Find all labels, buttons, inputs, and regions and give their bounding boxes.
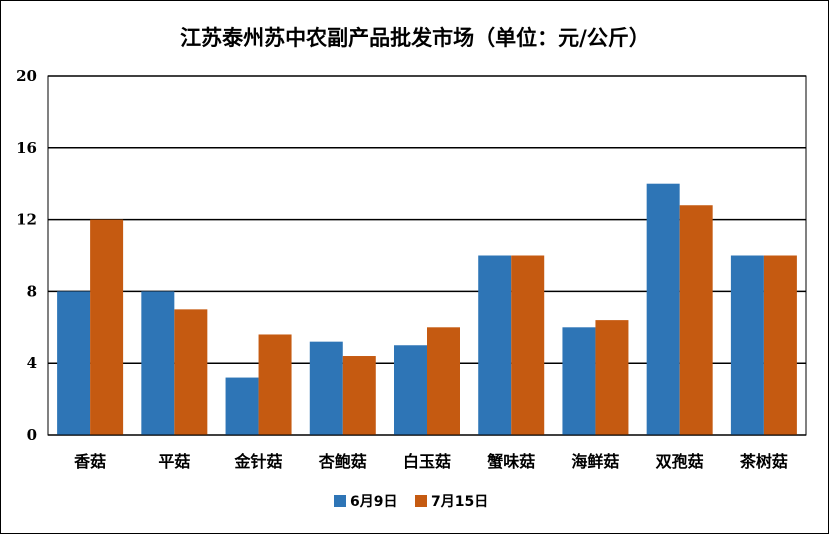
plot-area xyxy=(47,75,807,436)
bar-2 xyxy=(342,356,376,435)
bar-1 xyxy=(141,291,175,435)
y-tick-label: 8 xyxy=(27,282,37,300)
y-axis-ticks: 0 4 8 12 16 20 xyxy=(16,67,37,444)
legend: 6月9日 7月15日 xyxy=(334,494,488,510)
bar-1 xyxy=(309,341,343,435)
bar-1 xyxy=(225,377,259,435)
bar-2 xyxy=(427,327,460,435)
legend-swatch xyxy=(415,495,427,507)
bar-1 xyxy=(394,345,427,435)
legend-label: 7月15日 xyxy=(431,494,488,510)
x-category-label: 蟹味菇 xyxy=(486,452,535,471)
y-tick-label: 12 xyxy=(16,211,37,229)
bar-2 xyxy=(679,205,713,435)
x-category-label: 茶树菇 xyxy=(739,452,788,471)
x-category-label: 海鲜菇 xyxy=(571,452,619,471)
bar-1 xyxy=(730,255,764,435)
bar-2 xyxy=(90,219,124,435)
bar-1 xyxy=(562,327,596,435)
bar-2 xyxy=(511,255,545,435)
bar-1 xyxy=(57,291,91,435)
bar-1 xyxy=(478,255,512,435)
x-category-label: 白玉菇 xyxy=(403,452,451,471)
y-tick-label: 4 xyxy=(27,354,37,372)
legend-swatch xyxy=(334,495,346,507)
y-tick-label: 0 xyxy=(27,426,37,444)
x-category-label: 平菇 xyxy=(158,452,190,471)
bar-1 xyxy=(646,183,680,435)
x-category-label: 杏鲍菇 xyxy=(318,452,367,471)
bar-2 xyxy=(595,320,629,435)
x-category-label: 双孢菇 xyxy=(656,452,704,471)
chart-title: 江苏泰州苏中农副产品批发市场（单位：元/公斤） xyxy=(180,25,650,50)
x-category-label: 香菇 xyxy=(73,452,106,471)
y-tick-label: 20 xyxy=(16,67,37,85)
y-tick-label: 16 xyxy=(16,139,37,157)
legend-label: 6月9日 xyxy=(350,494,397,510)
bar-2 xyxy=(174,309,208,435)
bars xyxy=(57,183,797,435)
x-axis-labels: 香菇 平菇 金针菇 杏鲍菇 白玉菇 蟹味菇 海鲜菇 双孢菇 茶树菇 xyxy=(73,452,788,471)
bar-2 xyxy=(763,255,797,435)
x-category-label: 金针菇 xyxy=(234,452,283,471)
bar-2 xyxy=(258,334,292,435)
